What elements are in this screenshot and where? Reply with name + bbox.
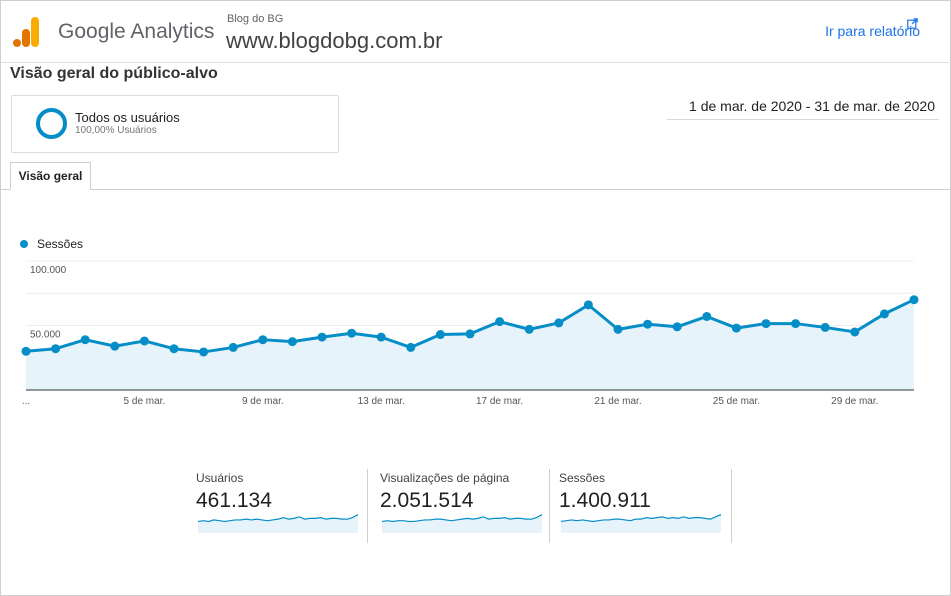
data-point (435, 330, 445, 340)
tab-overview[interactable]: Visão geral (10, 162, 91, 190)
sparkline-line (198, 514, 358, 523)
sessions-chart: 100.000 50.000... 5 de mar. 9 de mar. 13 de … (21, 260, 919, 407)
metric-label: Visualizações de página (380, 471, 510, 485)
metric-users[interactable]: Usuários 461.134 (196, 469, 366, 543)
sparkline-area (561, 514, 721, 533)
data-point (110, 341, 120, 351)
property-name[interactable]: www.blogdobg.com.br (226, 28, 443, 53)
sparkline-line (561, 513, 721, 523)
data-point (317, 332, 327, 342)
tabs-divider (1, 189, 951, 190)
external-link-icon[interactable] (907, 18, 918, 29)
data-point (672, 322, 682, 332)
data-point (613, 324, 623, 334)
data-point (909, 295, 919, 305)
data-point (228, 342, 238, 352)
metric-divider (549, 469, 550, 543)
data-point (21, 346, 31, 356)
y-tick-label: 50.000 (30, 330, 61, 341)
legend-label-sessions[interactable]: Sessões (37, 237, 84, 251)
data-point (850, 327, 860, 337)
sparkline-area (198, 514, 358, 533)
data-point (406, 342, 416, 352)
metric-value: 2.051.514 (380, 489, 474, 512)
x-tick-label: 17 de mar. (476, 396, 523, 407)
data-point (51, 344, 61, 354)
data-point (583, 300, 593, 310)
data-point (139, 336, 149, 346)
data-point (791, 319, 801, 329)
data-point (731, 323, 741, 333)
metric-divider (731, 469, 732, 543)
x-tick-label: ... (22, 396, 30, 407)
metric-label: Usuários (196, 471, 244, 485)
x-tick-label: 25 de mar. (713, 396, 760, 407)
metric-divider (367, 469, 368, 543)
segment-selector[interactable]: Todos os usuários 100,00% Usuários (11, 95, 339, 153)
sparkline (561, 513, 721, 533)
segment-circle-icon (36, 108, 67, 139)
sparkline (382, 514, 542, 533)
date-range-picker[interactable]: 1 de mar. de 2020 - 31 de mar. de 2020 (667, 98, 939, 120)
x-tick-label: 29 de mar. (831, 396, 878, 407)
metric-pageviews[interactable]: Visualizações de página 2.051.514 (380, 469, 550, 543)
data-point (199, 347, 209, 357)
metric-label: Sessões (559, 471, 606, 485)
data-point (465, 329, 475, 339)
segment-name: Todos os usuários (75, 110, 180, 125)
data-point (554, 318, 564, 328)
segment-share: 100,00% Usuários (75, 125, 157, 136)
x-tick-label: 5 de mar. (124, 396, 166, 407)
data-point (258, 335, 268, 345)
legend-dot-icon (20, 240, 28, 248)
data-point (347, 328, 357, 338)
x-tick-label: 13 de mar. (358, 396, 405, 407)
data-point (169, 344, 179, 354)
top-header: Google Analytics Blog do BG www.blogdobg… (1, 1, 951, 63)
data-point (820, 322, 830, 332)
data-point (761, 319, 771, 329)
metric-value: 1.400.911 (559, 489, 651, 512)
data-point (376, 332, 386, 342)
app-name: Google Analytics (58, 20, 215, 43)
data-point (643, 319, 653, 329)
data-point (287, 337, 297, 347)
y-tick-label: 100.000 (30, 265, 67, 276)
data-point (524, 324, 534, 334)
sparkline (198, 514, 358, 533)
data-point (702, 311, 712, 321)
report-link[interactable]: Ir para relatório (825, 23, 920, 39)
x-tick-label: 9 de mar. (242, 396, 284, 407)
data-point (495, 317, 505, 327)
account-name[interactable]: Blog do BG (227, 13, 284, 25)
sparkline-line (382, 514, 542, 523)
data-point (80, 335, 90, 345)
metric-value: 461.134 (196, 489, 272, 512)
x-tick-label: 21 de mar. (594, 396, 641, 407)
page-title: Visão geral do público-alvo (10, 65, 218, 82)
sparkline-area (382, 514, 542, 533)
data-point (879, 309, 889, 319)
metric-sessions[interactable]: Sessões 1.400.911 (559, 469, 729, 543)
analytics-logo-icon (13, 17, 39, 47)
